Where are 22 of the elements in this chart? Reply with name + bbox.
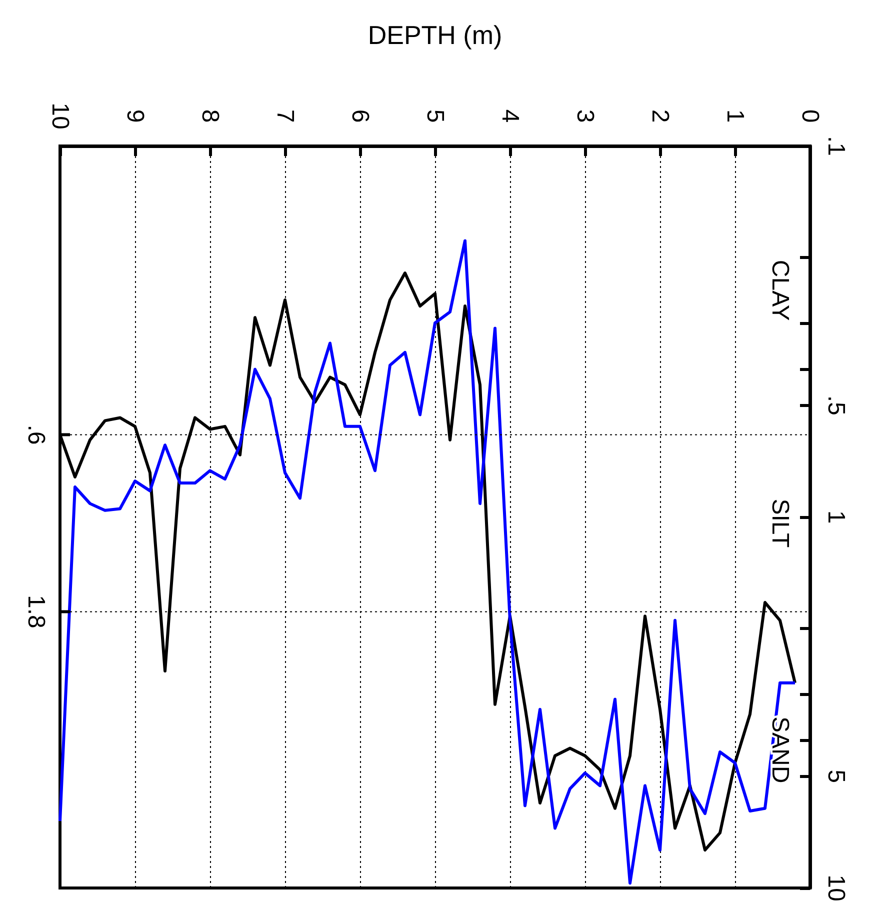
annotation: SILT	[766, 498, 794, 548]
x-tick-label: 7	[272, 109, 298, 123]
x-tick-label: 3	[572, 109, 598, 123]
x-tick-label: 8	[196, 109, 224, 123]
x-tick-label: 6	[346, 109, 374, 123]
y-tick-label: 5	[822, 770, 850, 783]
annotation: SAND	[766, 716, 794, 784]
y-tick-label: .1	[822, 136, 850, 156]
ref-line-label: .6	[22, 424, 50, 445]
ref-line-label: 1.8	[22, 595, 50, 628]
x-tick-label: 10	[46, 102, 74, 130]
y-tick-label: 1	[822, 510, 850, 524]
x-tick-label: 4	[496, 109, 524, 123]
x-axis-title: DEPTH (m)	[368, 20, 502, 50]
annotation: CLAY	[766, 260, 794, 321]
x-tick-label: 0	[796, 109, 824, 123]
y-tick-label: .5	[822, 395, 850, 416]
x-tick-label: 5	[422, 109, 448, 123]
x-tick-label: 1	[722, 109, 748, 123]
x-tick-label: 2	[646, 109, 674, 123]
x-tick-label: 9	[122, 109, 148, 123]
y-tick-label: 10	[822, 874, 850, 902]
